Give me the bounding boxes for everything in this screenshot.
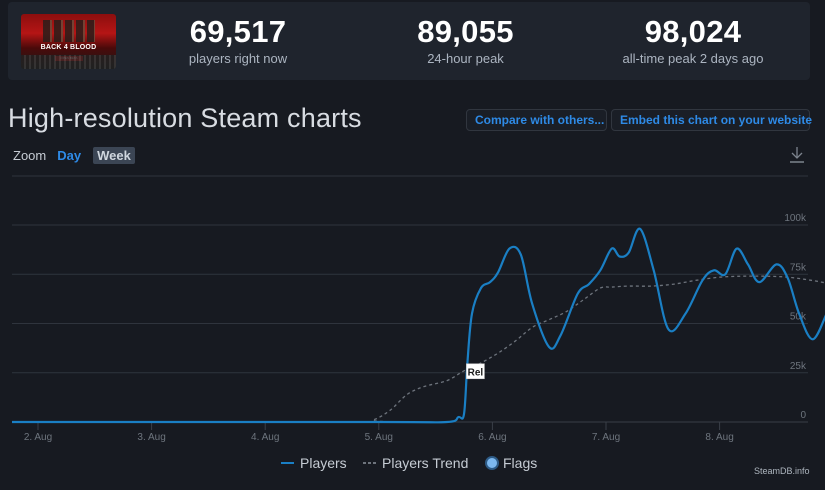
y-tick-label: 100k [784, 213, 807, 224]
legend-item-flags[interactable]: Flags [485, 455, 537, 471]
x-tick-label: 6. Aug [478, 432, 506, 443]
legend-label: Flags [503, 455, 538, 471]
y-tick-label: 0 [800, 410, 806, 421]
x-tick-label: 4. Aug [251, 432, 279, 443]
stats-bar: BACK 4 BLOOD OPEN BETA 69,517 players ri… [8, 2, 810, 80]
thumbnail-crowd-icon [21, 55, 116, 69]
stat-label: all-time peak 2 days ago [622, 51, 764, 66]
zoom-controls: Zoom Day Week [13, 145, 135, 165]
stat-value: 89,055 [417, 14, 514, 49]
zoom-label: Zoom [13, 147, 47, 163]
thumbnail-logo: BACK 4 BLOOD [40, 44, 97, 51]
stat-all-time-peak: 98,024 all-time peak 2 days ago [608, 14, 778, 67]
flag-dot-icon [485, 456, 499, 470]
stat-players-now: 69,517 players right now [168, 14, 308, 67]
embed-chart-button[interactable]: Embed this chart on your website [611, 109, 812, 131]
x-tick-label: 3. Aug [137, 432, 165, 443]
players-line[interactable] [12, 227, 825, 424]
players-trend-line [11, 275, 825, 423]
compare-button[interactable]: Compare with others... [466, 109, 607, 131]
stat-label: 24-hour peak [427, 51, 504, 66]
y-tick-label: 25k [790, 361, 807, 372]
zoom-day-button[interactable]: Day [57, 147, 82, 163]
credit-link[interactable]: SteamDB.info [754, 466, 810, 476]
stat-label: players right now [188, 51, 288, 66]
chart-legend: Players Players Trend Flags [0, 455, 825, 475]
stat-24h-peak: 89,055 24-hour peak [393, 14, 538, 67]
x-tick-label: 2. Aug [24, 432, 52, 443]
dashed-line-icon [363, 462, 376, 464]
legend-item-players-trend[interactable]: Players Trend [363, 455, 468, 471]
y-tick-label: 75k [790, 262, 807, 273]
stat-value: 69,517 [189, 14, 287, 49]
solid-line-icon [281, 462, 294, 464]
x-tick-label: 7. Aug [592, 432, 620, 443]
chart-canvas[interactable]: 0 25k 50k 75k 100k 2. Aug 3. Aug 4. Aug 5. Aug 6.… [0, 170, 825, 450]
legend-item-players[interactable]: Players [281, 455, 347, 471]
release-flag[interactable]: Rel [466, 363, 485, 380]
legend-label: Players [300, 455, 347, 471]
thumbnail-characters-icon [43, 20, 95, 42]
x-tick-label: 5. Aug [365, 432, 393, 443]
game-thumbnail[interactable]: BACK 4 BLOOD OPEN BETA [21, 14, 116, 69]
zoom-week-button[interactable]: Week [93, 146, 135, 164]
download-icon[interactable] [789, 146, 805, 164]
svg-text:Rel: Rel [468, 367, 484, 378]
legend-label: Players Trend [382, 455, 469, 471]
stat-value: 98,024 [644, 14, 742, 49]
x-tick-label: 8. Aug [705, 432, 733, 443]
player-chart[interactable]: 0 25k 50k 75k 100k 2. Aug 3. Aug 4. Aug 5. Aug 6.… [0, 170, 825, 450]
page-title: High-resolution Steam charts [8, 103, 362, 133]
y-tick-label: 50k [790, 312, 807, 323]
